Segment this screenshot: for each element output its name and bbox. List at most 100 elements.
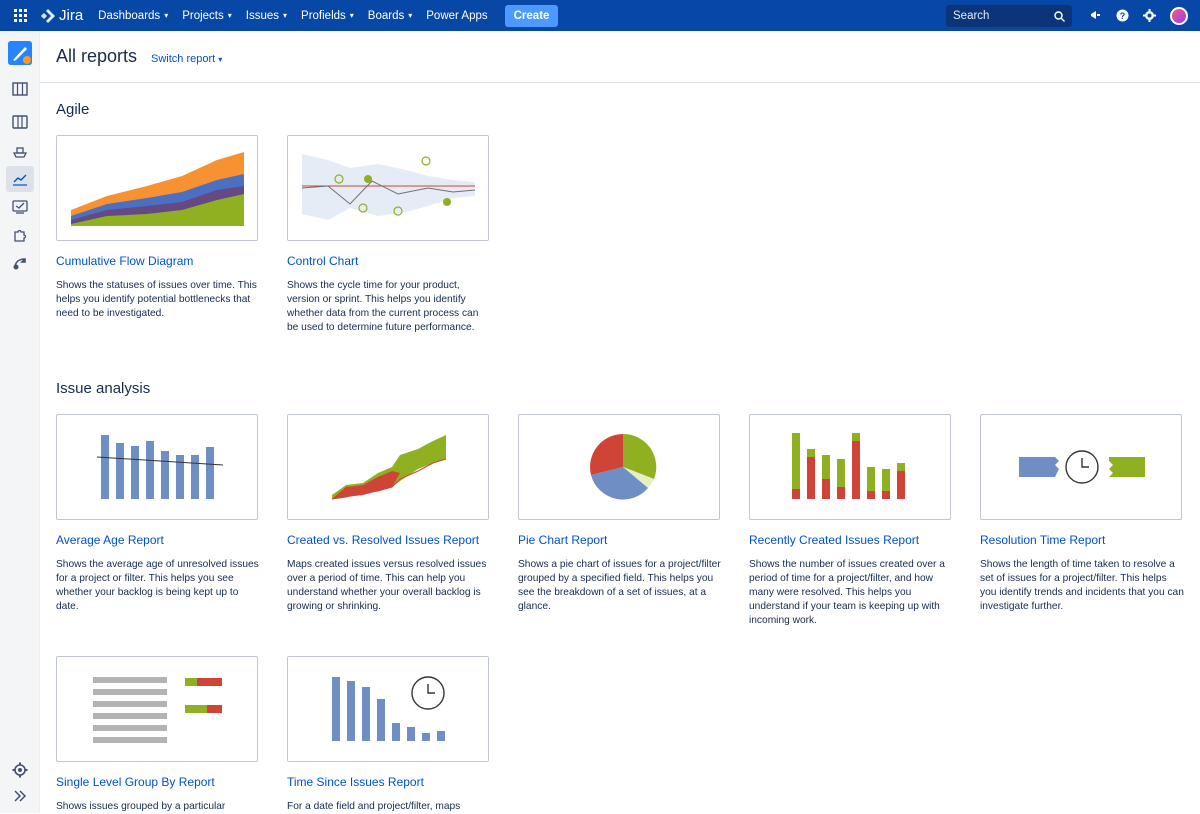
report-title[interactable]: Recently Created Issues Report: [749, 533, 920, 547]
time-since-thumbnail: [287, 656, 489, 762]
cumulative-flow-chart-icon: [71, 152, 244, 226]
report-description: Maps created issues versus resolved issu…: [287, 559, 487, 612]
nav-dashboards[interactable]: Dashboards ▾: [91, 0, 175, 31]
ship-icon: [12, 147, 28, 158]
nav-projects[interactable]: Projects ▾: [175, 0, 239, 31]
sidebar-item-board[interactable]: [6, 76, 34, 102]
reports-icon: [13, 174, 27, 186]
nav-boards[interactable]: Boards ▾: [361, 0, 419, 31]
issues-icon: [12, 200, 28, 214]
nav-label: Dashboards: [98, 9, 161, 22]
report-description: Shows the number of issues created over …: [749, 559, 945, 626]
time-since-chart-icon: [332, 676, 445, 741]
recently-created-thumbnail: [749, 414, 951, 520]
report-description: Shows the cycle time for your product, v…: [287, 280, 479, 333]
sidebar-item-ship[interactable]: [6, 138, 34, 164]
report-card-single-level-group[interactable]: Single Level Group By Report Shows issue…: [56, 656, 258, 814]
project-sidebar: [0, 31, 40, 813]
report-card-resolution-time[interactable]: Resolution Time Report Shows the length …: [980, 414, 1184, 614]
report-title[interactable]: Created vs. Resolved Issues Report: [287, 533, 480, 547]
resolution-time-thumbnail: [980, 414, 1182, 520]
expand-icon: [14, 790, 27, 802]
report-description: Shows a pie chart of issues for a projec…: [518, 559, 721, 612]
section-title-issue-analysis: Issue analysis: [56, 380, 151, 397]
sidebar-expand-button[interactable]: [6, 783, 34, 809]
sidebar-item-columns[interactable]: [6, 109, 34, 135]
project-rocket-icon: [8, 41, 32, 65]
report-card-time-since[interactable]: Time Since Issues Report For a date fiel…: [287, 656, 489, 814]
report-title[interactable]: Resolution Time Report: [980, 533, 1106, 547]
sidebar-item-settings[interactable]: [6, 757, 34, 783]
top-navigation-bar: Jira Dashboards ▾ Projects ▾ Issues ▾ Profield…: [0, 0, 1200, 31]
chevron-down-icon: ▾: [408, 11, 413, 20]
nav-label: Power Apps: [426, 9, 488, 22]
report-description: For a date field and project/filter, map…: [287, 801, 461, 812]
page-title: All reports: [56, 46, 138, 66]
nav-label: Issues: [245, 9, 280, 22]
settings-gear-icon[interactable]: [1143, 9, 1156, 22]
nav-power-apps[interactable]: Power Apps: [419, 0, 494, 31]
board-icon: [12, 82, 28, 96]
create-button[interactable]: Create: [504, 4, 559, 27]
nav-label: Projects: [182, 9, 224, 22]
help-icon[interactable]: ?: [1116, 9, 1129, 22]
report-description: Shows the statuses of issues over time. …: [56, 280, 257, 319]
project-avatar[interactable]: [8, 41, 32, 65]
cumulative-flow-thumbnail: [56, 135, 258, 241]
report-card-average-age[interactable]: Average Age Report Shows the average age…: [56, 414, 259, 614]
chevron-down-icon: ▾: [283, 11, 288, 20]
single-level-group-chart-icon: [93, 677, 222, 743]
report-card-created-vs-resolved[interactable]: Created vs. Resolved Issues Report Maps …: [287, 414, 489, 614]
jira-logo[interactable]: Jira: [40, 7, 83, 24]
control-chart-thumbnail: [287, 135, 489, 241]
created-vs-resolved-chart-icon: [331, 435, 447, 500]
report-title[interactable]: Control Chart: [287, 254, 359, 268]
average-age-chart-icon: [96, 435, 224, 499]
report-title[interactable]: Pie Chart Report: [518, 533, 608, 547]
search-placeholder: Search: [953, 10, 990, 22]
notifications-megaphone-icon[interactable]: [1089, 9, 1102, 22]
chevron-down-icon: ▾: [349, 11, 354, 20]
section-title-agile: Agile: [56, 101, 90, 118]
jira-logo-icon: [41, 8, 55, 23]
sidebar-item-issues[interactable]: [6, 194, 34, 220]
average-age-thumbnail: [56, 414, 258, 520]
recently-created-chart-icon: [792, 433, 905, 499]
settings-icon: [12, 762, 28, 778]
chevron-down-icon: ▾: [164, 11, 169, 20]
sidebar-item-releases[interactable]: [6, 250, 34, 276]
app-switcher-icon[interactable]: [0, 0, 40, 31]
report-description: Shows issues grouped by a particular: [56, 801, 226, 812]
chevron-down-icon: ▾: [218, 55, 223, 64]
sidebar-item-apps[interactable]: [6, 222, 34, 248]
report-title[interactable]: Single Level Group By Report: [56, 775, 215, 789]
chevron-down-icon: ▾: [227, 11, 232, 20]
report-title[interactable]: Average Age Report: [56, 533, 164, 547]
search-input[interactable]: Search: [946, 5, 1072, 27]
report-card-cumulative-flow[interactable]: Cumulative Flow Diagram Shows the status…: [56, 135, 258, 321]
report-card-pie-chart[interactable]: Pie Chart Report Shows a pie chart of is…: [518, 414, 721, 614]
release-icon: [13, 258, 26, 270]
pie-chart-thumbnail: [518, 414, 720, 520]
report-title[interactable]: Cumulative Flow Diagram: [56, 254, 194, 268]
report-title[interactable]: Time Since Issues Report: [287, 775, 424, 789]
nav-label: Boards: [367, 9, 405, 22]
control-chart-icon: [301, 154, 476, 220]
search-icon: [1054, 10, 1065, 22]
single-level-group-thumbnail: [56, 656, 258, 762]
jira-logo-text: Jira: [59, 7, 84, 24]
pie-chart-icon: [590, 433, 657, 500]
report-card-control-chart[interactable]: Control Chart Shows the cycle time for y…: [287, 135, 489, 335]
switch-report-dropdown[interactable]: Switch report ▾: [151, 53, 222, 65]
nav-profields[interactable]: Profields ▾: [294, 0, 361, 31]
puzzle-icon: [14, 229, 27, 242]
sidebar-item-reports[interactable]: [6, 166, 34, 192]
report-card-recently-created[interactable]: Recently Created Issues Report Shows the…: [749, 414, 951, 628]
nav-issues[interactable]: Issues ▾: [239, 0, 294, 31]
user-avatar[interactable]: [1170, 6, 1188, 25]
report-description: Shows the length of time taken to resolv…: [980, 559, 1184, 612]
main-content: All reports Switch report ▾ Agile Issue …: [40, 31, 1200, 813]
page-header: All reports Switch report ▾: [40, 31, 1200, 83]
svg-text:?: ?: [1120, 11, 1126, 21]
columns-icon: [12, 115, 28, 129]
